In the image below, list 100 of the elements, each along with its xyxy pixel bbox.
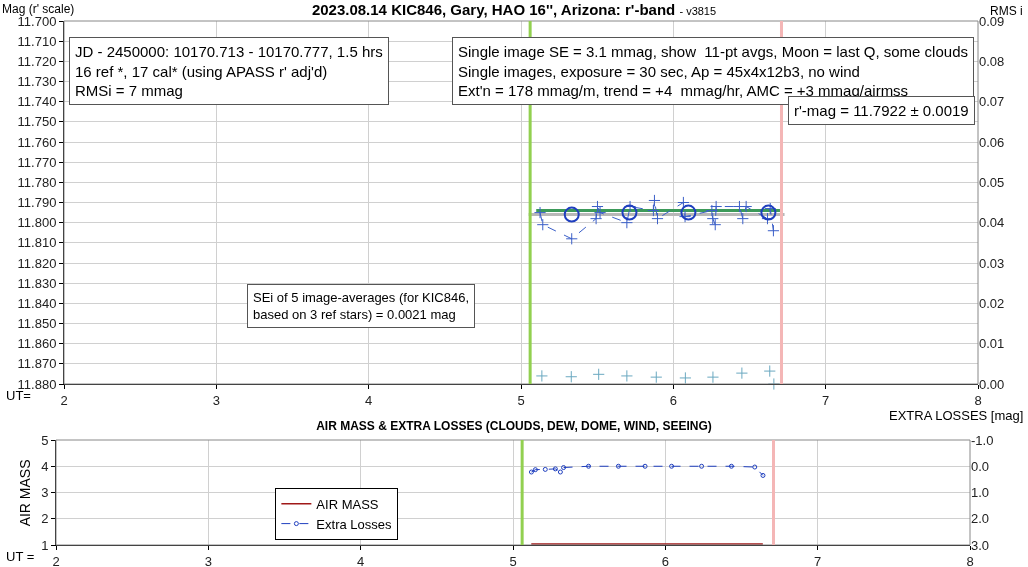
point <box>590 212 603 225</box>
point <box>620 369 633 383</box>
y-tick-label: 11.710 <box>17 33 57 49</box>
y-tick-label: 11.720 <box>17 53 57 69</box>
y-tick-label: 2 <box>41 511 49 527</box>
point <box>699 463 705 469</box>
point <box>591 200 604 213</box>
point <box>706 371 720 384</box>
y-tick-label: 11.780 <box>17 174 57 190</box>
point <box>680 204 697 221</box>
x-tick-label: 7 <box>814 553 822 567</box>
y-tick-label: 11.730 <box>17 74 57 90</box>
point <box>621 204 638 221</box>
point <box>705 204 718 217</box>
point <box>679 371 692 385</box>
y2-axis-title: EXTRA LOSSES [mag] <box>889 408 1024 423</box>
point <box>542 466 548 472</box>
y2-tick-label: -1.0 <box>971 432 994 448</box>
y2-tick-label: 0.03 <box>979 255 1005 271</box>
y-tick-label: 1 <box>41 537 49 553</box>
x-tick-label: 4 <box>365 392 373 408</box>
y-tick-label: 11.850 <box>17 316 57 332</box>
point <box>764 202 777 215</box>
point <box>536 218 549 231</box>
chart-subtitle: - v3815 <box>679 5 717 18</box>
x-tick-label: 6 <box>669 392 677 408</box>
point <box>648 194 661 207</box>
point <box>565 370 578 383</box>
y-tick-label: 5 <box>41 432 49 448</box>
y2-tick-label: 0.0 <box>971 458 990 474</box>
point <box>642 463 648 469</box>
legend-label: AIR MASS <box>316 496 379 512</box>
point <box>710 200 723 213</box>
point <box>532 467 538 473</box>
point <box>620 216 633 229</box>
point <box>561 465 567 471</box>
point <box>669 463 675 469</box>
y2-tick-label: 0.05 <box>979 174 1005 190</box>
y2-tick-label: 0.02 <box>979 295 1005 311</box>
x-tick-label: 3 <box>212 392 220 408</box>
point <box>763 364 776 378</box>
point <box>728 463 734 469</box>
x-tick-label: 6 <box>661 553 669 567</box>
x-axis-title: UT = <box>6 549 35 564</box>
y-tick-label: 11.860 <box>17 336 57 352</box>
point <box>592 368 605 381</box>
point <box>535 369 548 383</box>
point <box>709 218 722 231</box>
point <box>593 206 607 219</box>
x-tick-label: 8 <box>974 392 982 408</box>
y-tick-label: 11.740 <box>17 94 57 110</box>
y-tick-label: 11.810 <box>17 235 57 251</box>
point <box>552 466 558 472</box>
y-tick-label: 11.750 <box>17 114 57 130</box>
point <box>565 232 578 245</box>
y-tick-label: 11.760 <box>17 134 57 150</box>
legend-label: Extra Losses <box>316 516 392 532</box>
point <box>736 212 749 225</box>
y2-tick-label: 0.07 <box>979 94 1005 110</box>
y-tick-label: 11.840 <box>17 295 57 311</box>
point <box>528 469 534 475</box>
point <box>557 469 563 475</box>
y2-tick-label: 1.0 <box>971 485 990 501</box>
x-tick-label: 5 <box>517 392 525 408</box>
point <box>767 224 780 237</box>
point <box>752 464 758 470</box>
y2-axis-title: RMS i <box>990 4 1023 18</box>
line-series <box>528 463 766 478</box>
y-tick-label: 11.870 <box>17 356 57 372</box>
point <box>760 204 777 221</box>
x-tick-label: 2 <box>60 392 68 408</box>
point <box>706 212 719 225</box>
y2-tick-label: 0.06 <box>979 134 1005 150</box>
point <box>586 463 592 469</box>
y-axis-title: Mag (r' scale) <box>2 2 75 16</box>
point <box>678 210 692 223</box>
annotation: JD - 2450000: 10170.713 - 10170.777, 1.5 hrs 16 ref *, 17 cal* (using APASS r' adj'd) RMSi = 7 mmag <box>75 43 383 99</box>
y2-tick-label: 0.00 <box>979 376 1005 392</box>
y-tick-label: 11.820 <box>17 255 57 271</box>
x-tick-label: 8 <box>966 553 974 567</box>
y-axis-title: AIR MASS <box>17 459 34 527</box>
x-tick-label: 4 <box>357 553 365 567</box>
point <box>760 472 766 478</box>
y2-tick-label: 0.08 <box>979 53 1005 69</box>
point <box>615 463 621 469</box>
y-tick-label: 11.830 <box>17 275 57 291</box>
chart-title: 2023.08.14 KIC846, Gary, HAO 16'', Arizona: r'-band <box>311 1 676 19</box>
y-tick-label: 4 <box>41 458 49 474</box>
point <box>650 371 663 384</box>
y2-tick-label: 3.0 <box>971 537 990 553</box>
y-tick-label: 3 <box>41 485 49 501</box>
annotation: r'-mag = 11.7922 ± 0.0019 <box>794 102 969 119</box>
y2-tick-label: 0.04 <box>979 215 1005 231</box>
chart-title: AIR MASS & EXTRA LOSSES (CLOUDS, DEW, DOME, WIND, SEEING) <box>316 419 712 434</box>
annotation: SEi of 5 image-averages (for KIC846, based on 3 ref stars) = 0.0021 mag <box>253 290 470 322</box>
y2-tick-label: 0.01 <box>979 336 1005 352</box>
x-tick-label: 5 <box>509 553 517 567</box>
x-tick-label: 7 <box>822 392 830 408</box>
point <box>563 206 580 223</box>
y-tick-label: 11.770 <box>17 154 57 170</box>
